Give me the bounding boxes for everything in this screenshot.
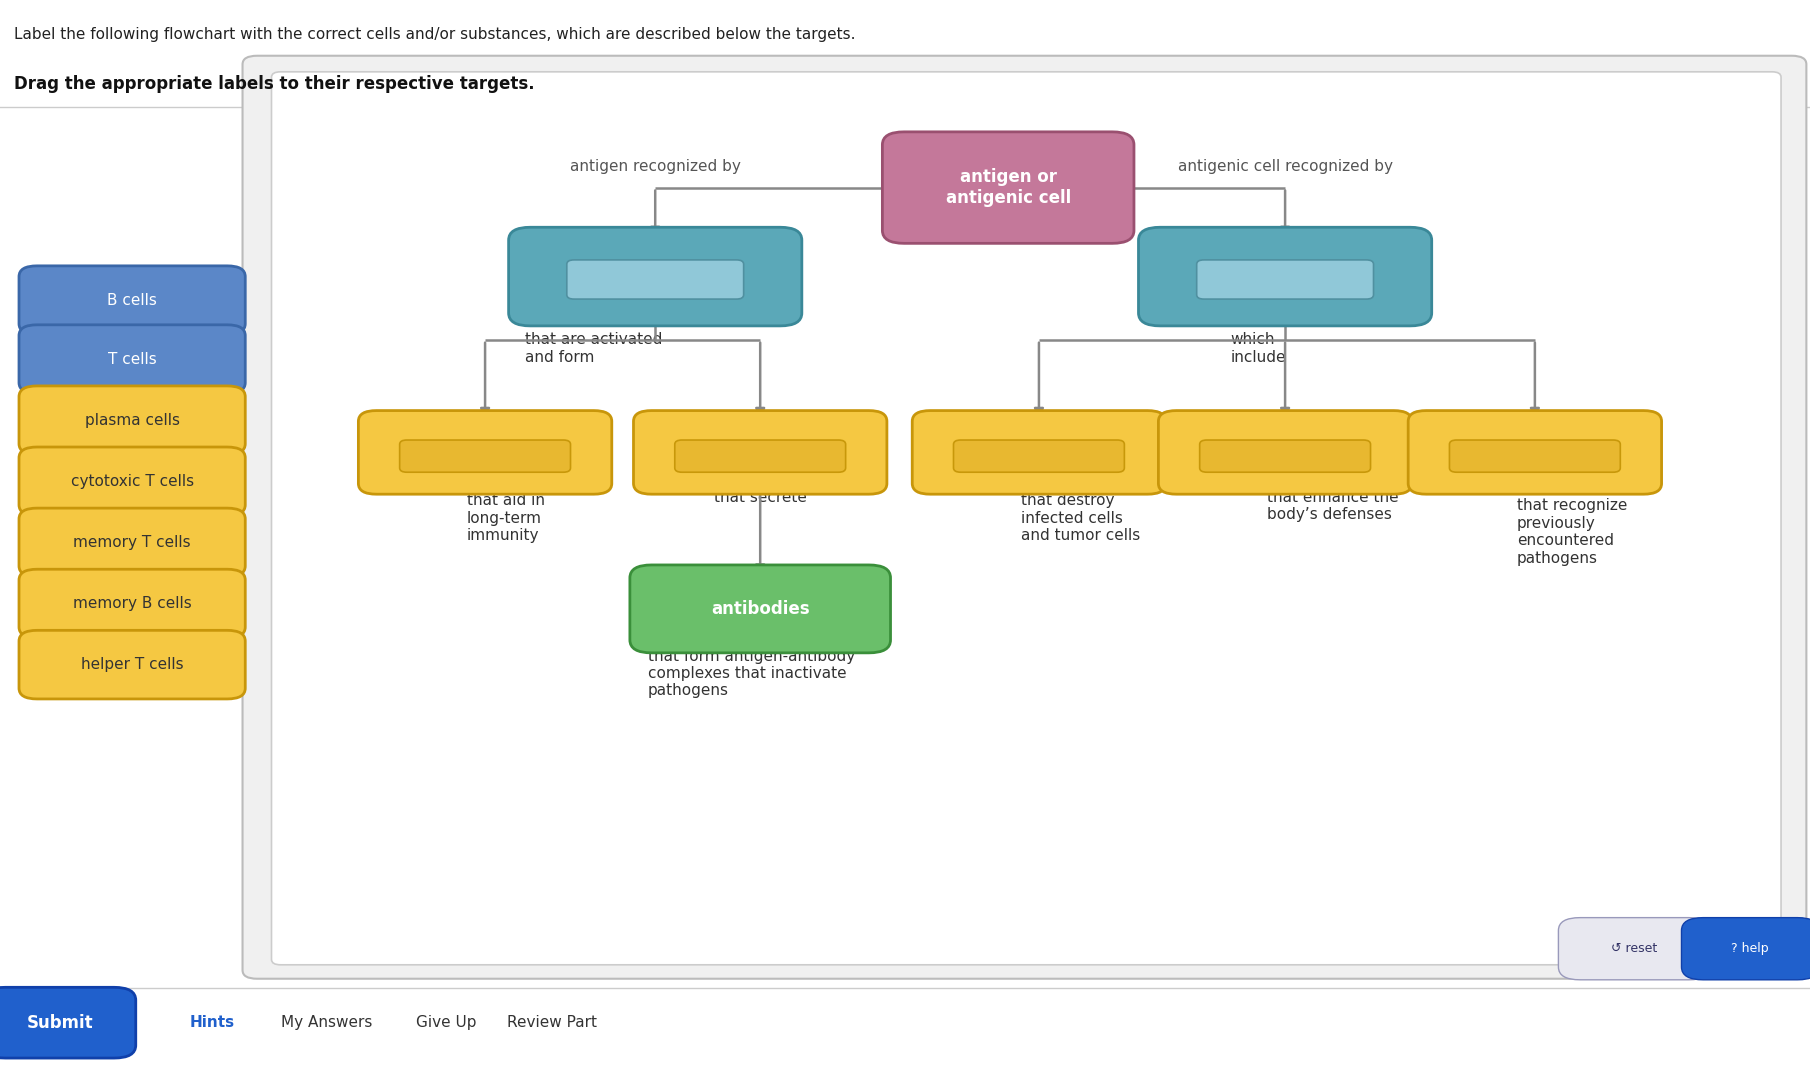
Text: that are activated
and form: that are activated and form xyxy=(525,332,662,364)
Text: that enhance the
body’s defenses: that enhance the body’s defenses xyxy=(1267,490,1399,522)
FancyBboxPatch shape xyxy=(912,411,1166,494)
FancyBboxPatch shape xyxy=(18,569,246,638)
Text: Drag the appropriate labels to their respective targets.: Drag the appropriate labels to their res… xyxy=(14,75,536,93)
FancyBboxPatch shape xyxy=(1200,440,1370,473)
FancyBboxPatch shape xyxy=(18,447,246,516)
Text: that aid in
long-term
immunity: that aid in long-term immunity xyxy=(467,493,545,542)
Text: Review Part: Review Part xyxy=(507,1015,597,1030)
Text: My Answers: My Answers xyxy=(281,1015,371,1030)
Text: Hints: Hints xyxy=(190,1015,235,1030)
FancyBboxPatch shape xyxy=(634,411,887,494)
Text: B cells: B cells xyxy=(107,293,157,308)
Text: antigen recognized by: antigen recognized by xyxy=(570,159,740,174)
Text: which
include: which include xyxy=(1231,332,1287,364)
FancyBboxPatch shape xyxy=(358,411,612,494)
FancyBboxPatch shape xyxy=(243,56,1806,979)
Text: antibodies: antibodies xyxy=(711,600,809,617)
FancyBboxPatch shape xyxy=(630,565,891,653)
FancyBboxPatch shape xyxy=(1158,411,1412,494)
FancyBboxPatch shape xyxy=(272,72,1781,965)
Text: antigenic cell recognized by: antigenic cell recognized by xyxy=(1178,159,1392,174)
FancyBboxPatch shape xyxy=(883,132,1133,243)
Text: ? help: ? help xyxy=(1732,942,1768,955)
Text: that recognize
previously
encountered
pathogens: that recognize previously encountered pa… xyxy=(1517,498,1627,566)
FancyBboxPatch shape xyxy=(1681,918,1810,980)
Text: Label the following flowchart with the correct cells and/or substances, which ar: Label the following flowchart with the c… xyxy=(14,27,856,42)
Text: memory B cells: memory B cells xyxy=(72,596,192,611)
FancyBboxPatch shape xyxy=(1138,227,1432,326)
Text: cytotoxic T cells: cytotoxic T cells xyxy=(71,474,194,489)
Text: Submit: Submit xyxy=(27,1014,92,1031)
FancyBboxPatch shape xyxy=(18,508,246,577)
Text: that form antigen-antibody
complexes that inactivate
pathogens: that form antigen-antibody complexes tha… xyxy=(648,649,856,698)
FancyBboxPatch shape xyxy=(954,440,1124,473)
Text: that secrete: that secrete xyxy=(713,490,807,505)
FancyBboxPatch shape xyxy=(567,259,744,299)
FancyBboxPatch shape xyxy=(1450,440,1620,473)
FancyBboxPatch shape xyxy=(18,386,246,455)
Text: that destroy
infected cells
and tumor cells: that destroy infected cells and tumor ce… xyxy=(1021,493,1140,542)
FancyBboxPatch shape xyxy=(18,325,246,393)
FancyBboxPatch shape xyxy=(400,440,570,473)
FancyBboxPatch shape xyxy=(18,630,246,699)
FancyBboxPatch shape xyxy=(1558,918,1710,980)
Text: ↺ reset: ↺ reset xyxy=(1611,942,1658,955)
Text: antigen or
antigenic cell: antigen or antigenic cell xyxy=(945,168,1072,207)
Text: helper T cells: helper T cells xyxy=(81,657,183,672)
FancyBboxPatch shape xyxy=(509,227,802,326)
Text: T cells: T cells xyxy=(109,352,156,367)
Text: memory T cells: memory T cells xyxy=(74,535,190,550)
FancyBboxPatch shape xyxy=(1408,411,1662,494)
FancyBboxPatch shape xyxy=(0,987,136,1058)
Text: Give Up: Give Up xyxy=(416,1015,476,1030)
FancyBboxPatch shape xyxy=(1196,259,1374,299)
FancyBboxPatch shape xyxy=(18,266,246,334)
FancyBboxPatch shape xyxy=(675,440,845,473)
Text: plasma cells: plasma cells xyxy=(85,413,179,428)
